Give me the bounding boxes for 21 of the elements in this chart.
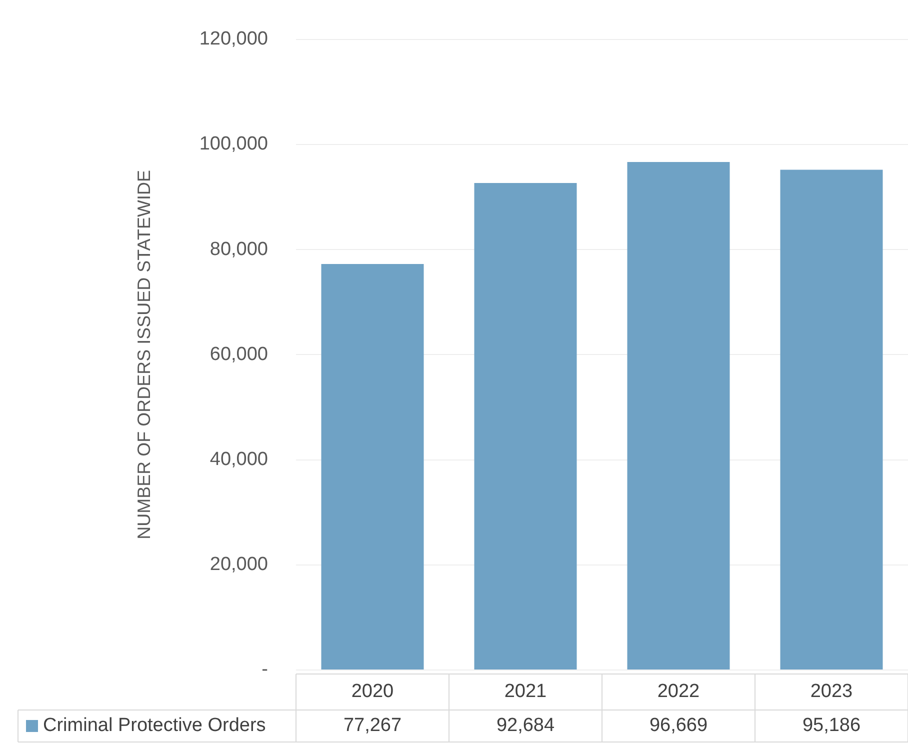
x-tick-label: 2020 [351,681,394,702]
y-axis-title: NUMBER OF ORDERS ISSUED STATEWIDE [134,170,154,540]
y-tick-label: 60,000 [210,344,268,365]
x-tick-label: 2023 [810,681,853,702]
y-tick-label: 40,000 [210,449,268,470]
y-tick-label: - [262,659,268,680]
y-tick-label: 120,000 [199,28,268,50]
x-tick-label: 2022 [657,681,700,702]
legend-label: Criminal Protective Orders [43,715,266,736]
y-tick-label: 80,000 [210,238,268,260]
bar [321,264,424,670]
bar [474,182,577,670]
bar [780,170,883,670]
y-tick-label: 20,000 [210,554,268,576]
x-tick-label: 2021 [504,681,547,702]
data-label: 95,186 [802,715,861,736]
data-label: 77,267 [343,715,402,736]
bar [627,162,730,670]
data-label: 96,669 [649,715,708,736]
data-label: 92,684 [496,715,555,736]
y-tick-label: 100,000 [199,134,268,155]
